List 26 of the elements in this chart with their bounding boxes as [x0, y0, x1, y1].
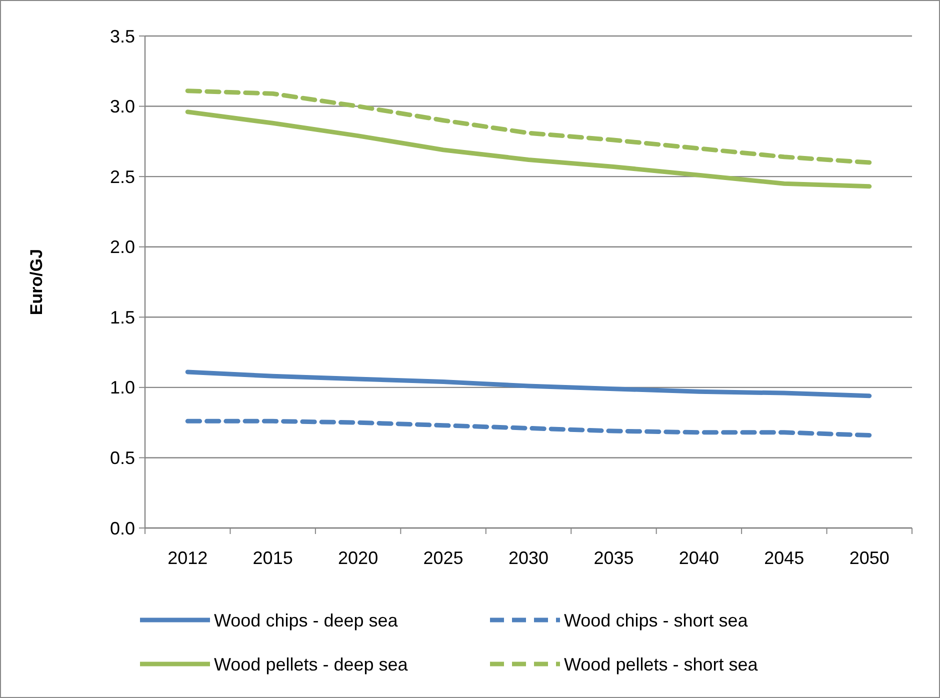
x-tick-label: 2015 [252, 548, 293, 568]
y-tick-label: 0.5 [110, 448, 135, 468]
x-tick-label: 2035 [594, 548, 634, 568]
legend-label: Wood chips - short sea [564, 610, 749, 630]
x-tick-label: 2025 [423, 548, 464, 568]
x-tick-label: 2050 [849, 548, 890, 568]
x-tick-label: 2040 [678, 548, 719, 568]
line-series [185, 110, 872, 189]
y-tick-label: 2.0 [110, 237, 135, 258]
y-tick-label: 1.5 [110, 307, 135, 328]
x-tick-label: 2020 [338, 548, 378, 568]
y-tick-label: 3.0 [110, 96, 135, 117]
line-series [185, 418, 872, 438]
legend-label: Wood pellets - short sea [564, 654, 759, 674]
y-tick-label: 1.0 [110, 378, 135, 398]
y-tick-label: 2.5 [110, 166, 135, 187]
line-series [185, 88, 872, 165]
legend-label: Wood pellets - deep sea [214, 654, 409, 674]
y-tick-label: 0.0 [110, 518, 135, 538]
x-tick-label: 2012 [168, 548, 208, 568]
legend-label: Wood chips - deep sea [214, 610, 399, 630]
y-tick-label: 3.5 [110, 26, 135, 46]
y-axis-title: Euro/GJ [27, 248, 46, 316]
x-tick-label: 2045 [764, 548, 804, 568]
x-tick-label: 2030 [508, 548, 549, 568]
line-series [185, 370, 872, 398]
